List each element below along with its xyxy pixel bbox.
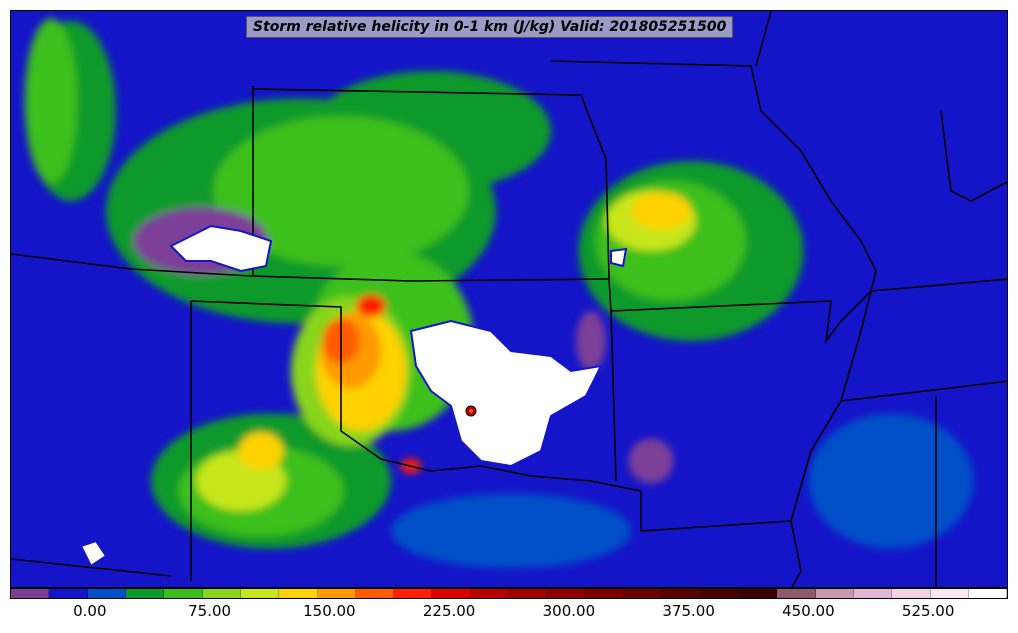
colorbar-segment (394, 589, 433, 598)
colorbar-segment (968, 589, 1008, 598)
colorbar-segment (49, 589, 88, 598)
colorbar-segment (624, 589, 663, 598)
colorbar-tick-label: 225.00 (422, 602, 476, 620)
helicity-contour-region (213, 116, 469, 266)
colorbar-segment (777, 589, 816, 598)
map-title: Storm relative helicity in 0-1 km (J/kg)… (246, 16, 734, 38)
colorbar-segment (470, 589, 510, 598)
extreme-helicity-cores (79, 224, 628, 568)
helicity-contour-region (391, 493, 631, 569)
helicity-contour-region (631, 192, 691, 230)
colorbar-segment (585, 589, 624, 598)
state-borders (11, 11, 1007, 587)
colorbar-tick-label: 450.00 (782, 602, 835, 620)
colorbar-segment (738, 589, 778, 598)
helicity-contour-region (356, 294, 386, 318)
colorbar-segment (279, 589, 318, 598)
colorbar-tick-label: 150.00 (303, 602, 356, 620)
helicity-contour-region (808, 413, 974, 549)
colorbar-segment (432, 589, 471, 598)
max-core-marker (465, 405, 477, 417)
helicity-contour-region (576, 311, 606, 371)
colorbar-segment (11, 589, 50, 598)
helicity-contour-region (628, 438, 674, 484)
colorbar (10, 588, 1008, 599)
colorbar-tick-label: 0.00 (73, 602, 107, 620)
colorbar-segment (202, 589, 241, 598)
colorbar-segment (700, 589, 739, 598)
colorbar-tick-label: 375.00 (662, 602, 715, 620)
colorbar-tick-label: 300.00 (542, 602, 596, 620)
helicity-contour-region (238, 432, 284, 470)
colorbar-segment (87, 589, 126, 598)
colorbar-segment (509, 589, 548, 598)
colorbar-segment (125, 589, 165, 598)
colorbar-segment (662, 589, 701, 598)
colorbar-segment (892, 589, 931, 598)
colorbar-segment (240, 589, 280, 598)
colorbar-segment (355, 589, 395, 598)
colorbar-segment (853, 589, 893, 598)
colorbar-tick-label: 525.00 (901, 602, 955, 620)
colorbar-tick-label: 75.00 (188, 602, 232, 620)
colorbar-segment (930, 589, 969, 598)
colorbar-segment (317, 589, 356, 598)
colorbar-segment (815, 589, 854, 598)
helicity-field-map (11, 11, 1007, 587)
colorbar-segment (547, 589, 586, 598)
map-panel (10, 10, 1008, 588)
colorbar-segment (164, 589, 203, 598)
colorbar-tick-labels: 0.00 75.00 150.00 225.00 300.00 375.00 450.00 5… (10, 602, 1008, 622)
helicity-contour-region (24, 18, 78, 184)
